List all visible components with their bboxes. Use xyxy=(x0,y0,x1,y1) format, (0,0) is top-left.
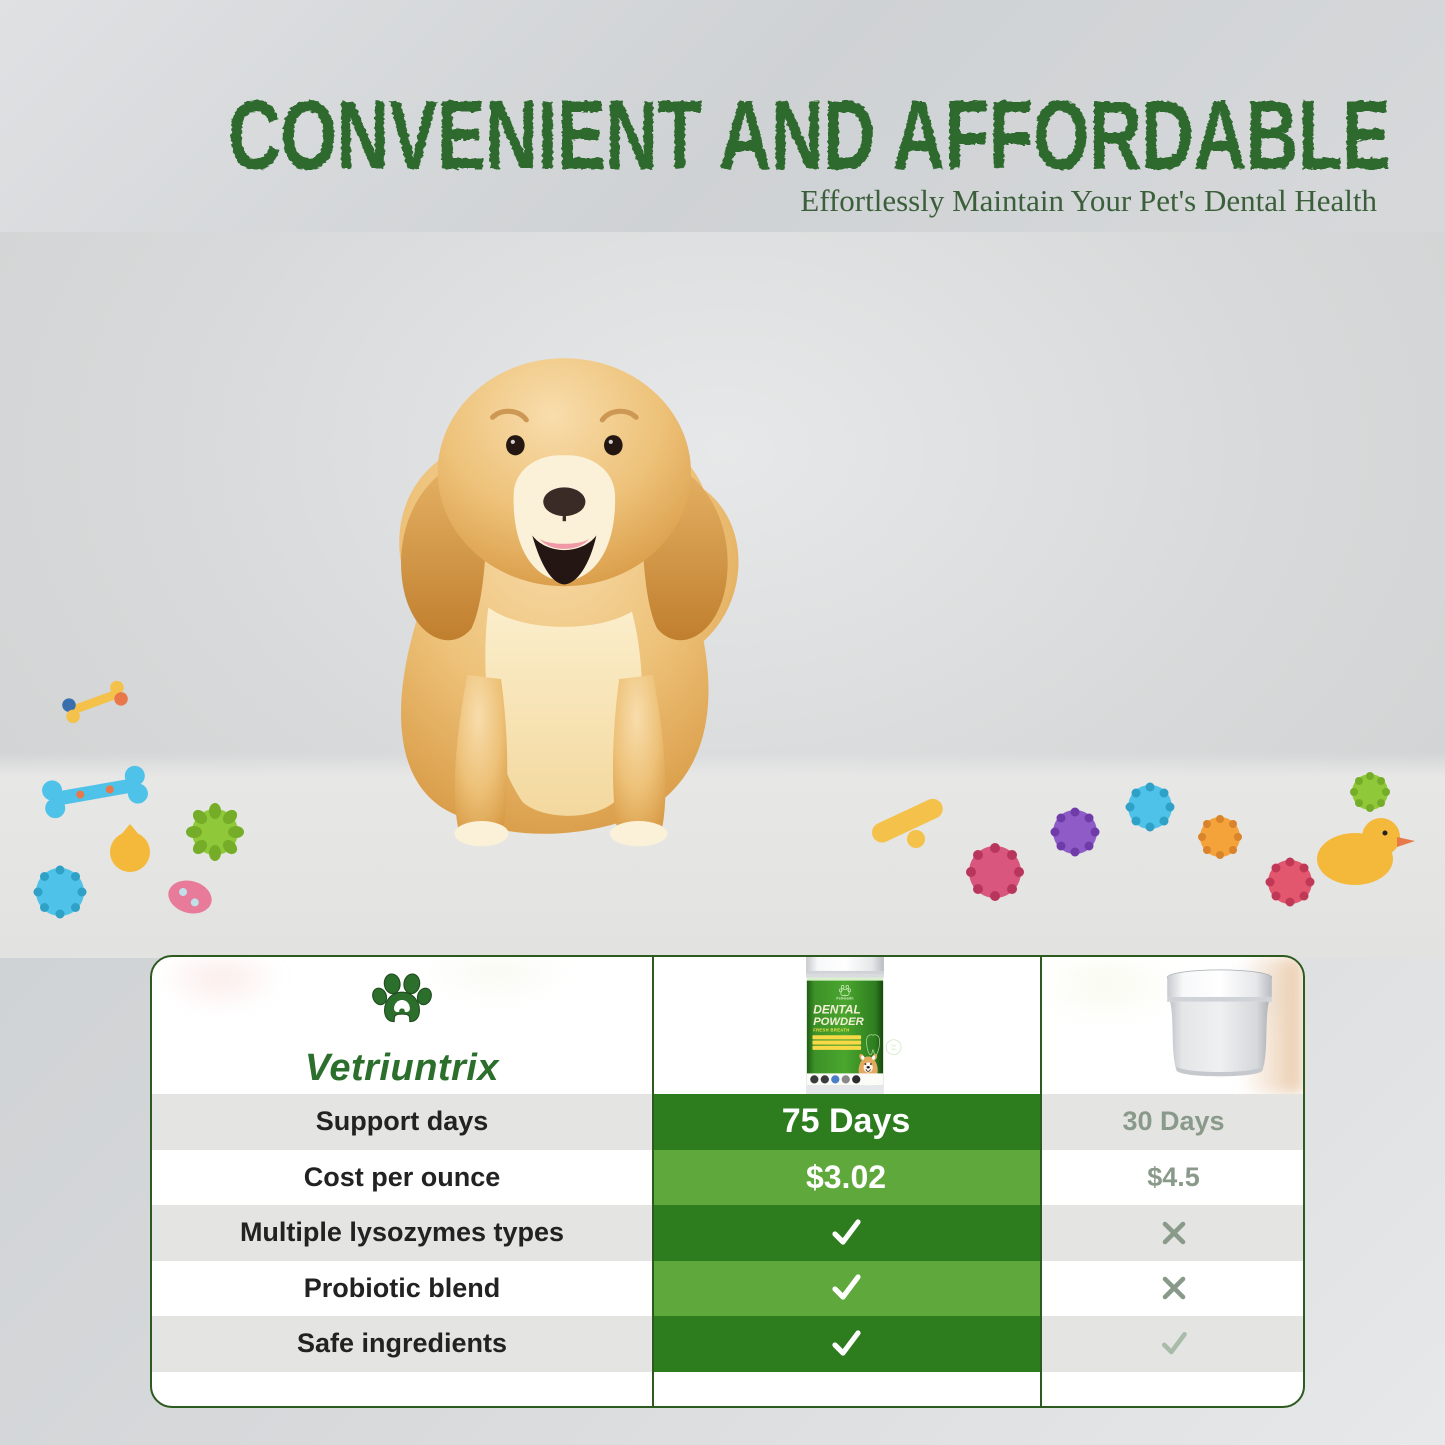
svg-text:POWDER: POWDER xyxy=(813,1016,864,1028)
svg-text:day: day xyxy=(892,1047,897,1051)
svg-text:DENTAL: DENTAL xyxy=(813,1003,861,1017)
svg-text:FRESH BREATH: FRESH BREATH xyxy=(813,1027,849,1032)
svg-text:30+: 30+ xyxy=(891,1043,896,1047)
svg-text:PetHealth: PetHealth xyxy=(836,996,853,1000)
